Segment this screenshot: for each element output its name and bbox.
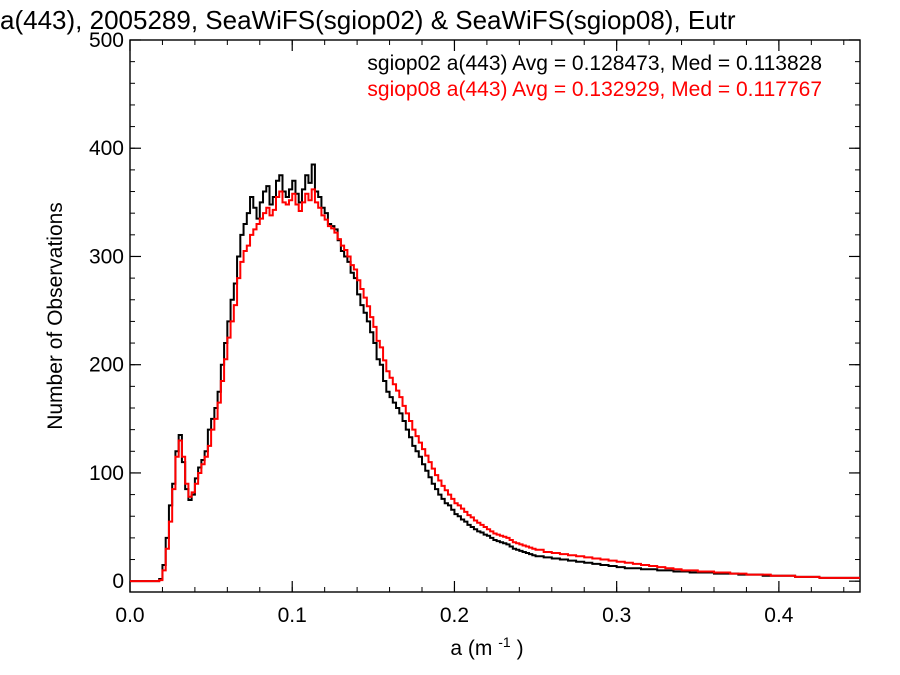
y-tick-label: 0 xyxy=(112,570,124,593)
x-tick-label: 0.3 xyxy=(602,604,631,627)
series-layer xyxy=(130,163,860,583)
x-axis-label-sup: -1 xyxy=(498,634,511,650)
y-tick-label: 200 xyxy=(89,354,124,377)
x-tick-label: 0.1 xyxy=(278,604,307,627)
x-tick-label: 0.2 xyxy=(440,604,469,627)
series-sgiop02 xyxy=(130,163,860,583)
axis-ticks xyxy=(129,39,860,592)
y-tick-label: 500 xyxy=(89,29,124,52)
y-tick-label: 100 xyxy=(89,462,124,485)
legend-sgiop02: sgiop02 a(443) Avg = 0.128473, Med = 0.1… xyxy=(367,52,822,75)
x-axis-label-main: a (m xyxy=(450,637,492,660)
legend-sgiop08: sgiop08 a(443) Avg = 0.132929, Med = 0.1… xyxy=(367,78,822,101)
plot-frame xyxy=(129,39,861,593)
axis-tick-labels: 0.0 0.1 0.2 0.3 0.4 0 100 200 300 400 500 xyxy=(89,29,794,627)
chart-title: a(443), 2005289, SeaWiFS(sgiop02) & SeaW… xyxy=(0,5,736,35)
x-tick-label: 0.0 xyxy=(115,604,144,627)
x-axis-label-close: ) xyxy=(517,637,524,660)
y-axis-label: Number of Observations xyxy=(44,202,67,430)
y-tick-label: 400 xyxy=(89,137,124,160)
x-axis-label: a (m -1 ) xyxy=(450,634,523,660)
y-tick-label: 300 xyxy=(89,245,124,268)
x-tick-label: 0.4 xyxy=(764,604,794,627)
series-sgiop08 xyxy=(130,188,860,583)
